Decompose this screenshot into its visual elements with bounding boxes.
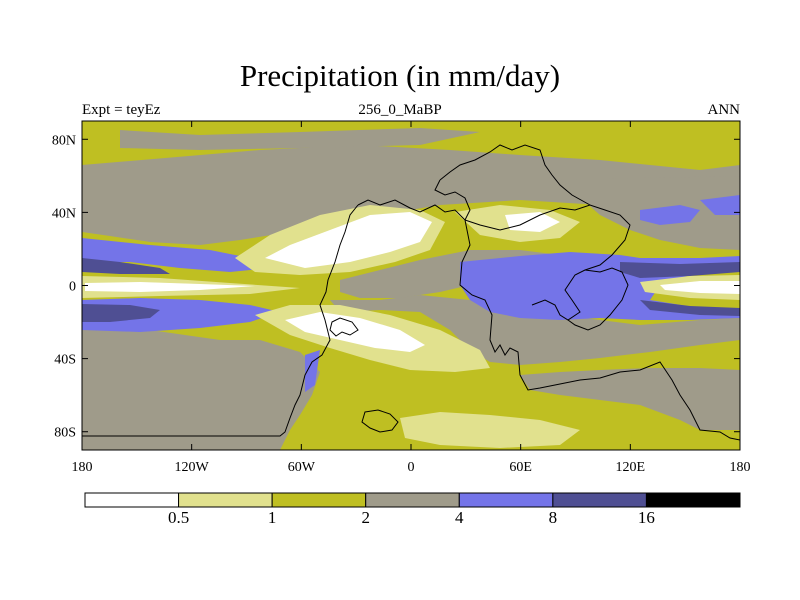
field-grey-north-band: [82, 145, 740, 245]
continent-outline: [82, 144, 740, 441]
field-white-north-interior: [505, 212, 560, 232]
coastline-north-peninsula: [434, 179, 471, 221]
field-grey-central: [330, 295, 740, 365]
coastline-west: [82, 204, 359, 437]
coastline-inland-lake: [329, 317, 359, 337]
field-darkblue-south: [82, 304, 160, 322]
x-tick-label: 0: [408, 460, 415, 475]
season-label: ANN: [707, 102, 741, 118]
colorbar-swatch: [552, 492, 647, 508]
field-darkblue-north: [82, 258, 170, 274]
coastline-south-island: [361, 409, 399, 433]
y-tick-label: 80S: [54, 426, 76, 441]
coastline-north-continent: [357, 199, 740, 441]
colorbar-label: 16: [638, 508, 655, 527]
map-title: Precipitation (in mm/day): [239, 58, 561, 93]
field-grey-subtropical-south: [82, 320, 320, 450]
x-tick-label: 120W: [175, 460, 210, 475]
colorbar-label: 1: [268, 508, 277, 527]
precipitation-field: [82, 121, 740, 450]
period-label: 256_0_MaBP: [358, 102, 442, 118]
field-pale-south-coast: [400, 412, 580, 448]
colorbar-label: 8: [549, 508, 558, 527]
field-blue-northwest-patch: [700, 195, 740, 215]
colorbar-swatch: [271, 492, 367, 508]
field-blue-southwest-sliver: [305, 350, 320, 392]
experiment-label: Expt = teyEz: [82, 102, 161, 118]
axis-ticks: 80N 40N 0 40S 80S 180 120W 60W 0 60E 120E 180: [52, 121, 751, 475]
field-blue-north-patch: [640, 205, 700, 225]
field-white-equator-east: [660, 281, 740, 294]
colorbar-label: 4: [455, 508, 464, 527]
colorbar-swatch: [178, 492, 273, 508]
coastline-east-bay: [567, 267, 629, 331]
x-tick-label: 60W: [288, 460, 316, 475]
field-darkblue-east-south: [640, 300, 740, 316]
x-tick-label: 120E: [616, 460, 646, 475]
field-white-north-desert: [265, 212, 432, 268]
field-grey-polar-north: [120, 128, 480, 150]
colorbar-swatch: [645, 492, 741, 508]
y-tick-label: 40S: [54, 353, 76, 368]
colorbar-label: 2: [361, 508, 370, 527]
coastline-north-arctic: [439, 144, 591, 206]
field-darkblue-east: [620, 262, 740, 278]
y-tick-label: 80N: [52, 133, 76, 148]
field-white-equator-west: [85, 282, 255, 292]
colorbar-swatch: [84, 492, 180, 508]
colorbar-swatch: [458, 492, 554, 508]
x-tick-label: 60E: [509, 460, 532, 475]
coastline-east-interior: [464, 204, 631, 321]
field-blue-north-itcz: [82, 238, 270, 272]
y-tick-label: 0: [69, 280, 76, 295]
colorbar-swatch: [365, 492, 460, 508]
x-tick-label: 180: [72, 460, 93, 475]
colorbar: 0.5 1 2 4 8 16: [84, 492, 741, 527]
y-tick-label: 40N: [52, 206, 76, 221]
x-tick-label: 180: [730, 460, 751, 475]
field-grey-southeast: [520, 368, 740, 430]
colorbar-label: 0.5: [168, 508, 189, 527]
